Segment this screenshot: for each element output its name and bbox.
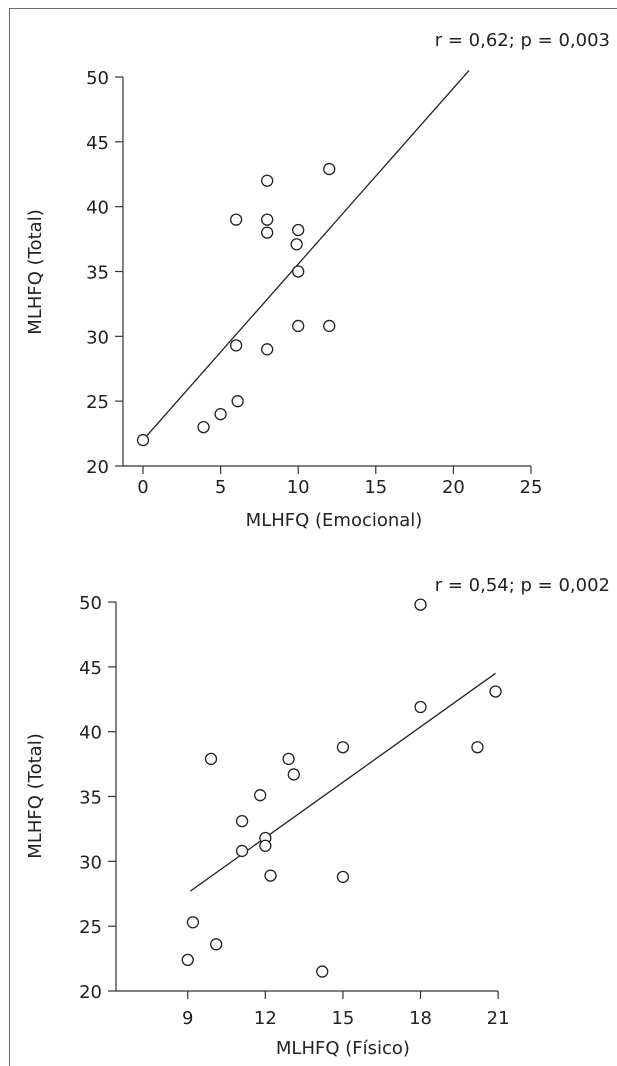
regression-line <box>189 672 496 892</box>
data-point <box>181 953 194 967</box>
x-tick-label: 18 <box>409 1008 432 1029</box>
data-point <box>214 407 227 421</box>
correlation-annotation: r = 0,54; p = 0,002 <box>435 575 610 596</box>
x-tick-label: 15 <box>331 1008 354 1029</box>
y-tick-label: 45 <box>79 658 102 679</box>
y-tick-label: 30 <box>79 852 102 873</box>
data-point <box>261 213 274 226</box>
data-point <box>231 395 244 408</box>
data-point <box>229 213 243 226</box>
x-axis-label: MLHFQ (Físico) <box>276 1038 410 1059</box>
data-point <box>336 741 350 754</box>
y-tick-label: 30 <box>86 327 109 348</box>
data-point <box>259 839 272 852</box>
x-tick-label: 10 <box>287 477 310 498</box>
data-point <box>235 844 249 858</box>
x-tick-label: 21 <box>487 1008 510 1029</box>
data-point <box>336 870 350 884</box>
data-point <box>323 319 336 333</box>
y-axis-label: MLHFQ (Total) <box>25 209 46 334</box>
y-tick-label: 20 <box>79 982 102 1003</box>
y-tick-label: 25 <box>79 917 102 938</box>
data-point <box>261 174 274 187</box>
data-point <box>316 965 329 978</box>
x-axis-label: MLHFQ (Emocional) <box>246 510 423 531</box>
x-tick-label: 5 <box>215 477 226 498</box>
data-point <box>264 869 277 882</box>
data-point <box>489 685 502 698</box>
x-tick-label: 25 <box>520 477 543 498</box>
data-point <box>287 768 300 781</box>
data-point <box>254 789 267 802</box>
data-point <box>414 598 427 611</box>
figure-border <box>9 8 617 1066</box>
data-point <box>471 741 484 754</box>
data-point <box>136 433 150 447</box>
data-point <box>292 319 305 333</box>
x-tick-label: 20 <box>442 477 465 498</box>
data-point <box>414 700 427 714</box>
data-point <box>186 916 200 929</box>
data-point <box>235 814 249 828</box>
x-tick-label: 12 <box>254 1008 277 1029</box>
data-point <box>292 265 305 278</box>
y-tick-label: 45 <box>86 133 109 154</box>
y-axis-label: MLHFQ (Total) <box>25 733 46 858</box>
data-point <box>229 339 243 352</box>
data-point <box>210 938 223 951</box>
chart-panel-1: 20 25 30 35 40 45 50 0 5 10 15 20 25 MLHFQ (Emocional… <box>25 30 610 531</box>
data-point <box>282 752 295 766</box>
regression-line <box>142 70 470 441</box>
chart-panel-2: 20 25 30 35 40 45 50 9 12 15 18 21 MLHFQ (Físico) MLH… <box>25 575 610 1059</box>
y-tick-label: 20 <box>86 457 109 478</box>
x-tick-label: 15 <box>364 477 387 498</box>
data-point <box>292 223 305 237</box>
x-tick-label: 0 <box>137 477 148 498</box>
y-tick-label: 40 <box>79 723 102 744</box>
y-tick-label: 40 <box>86 198 109 219</box>
data-point <box>261 343 274 356</box>
y-tick-label: 35 <box>86 263 109 284</box>
y-tick-label: 25 <box>86 392 109 413</box>
data-point <box>290 238 303 251</box>
data-point <box>261 226 274 239</box>
correlation-annotation: r = 0,62; p = 0,003 <box>435 30 610 51</box>
data-point <box>323 162 336 176</box>
y-tick-label: 50 <box>79 593 102 614</box>
y-tick-label: 50 <box>86 68 109 89</box>
data-point <box>197 420 210 434</box>
y-tick-label: 35 <box>79 788 102 809</box>
x-tick-label: 9 <box>182 1008 193 1029</box>
data-point <box>204 752 218 766</box>
